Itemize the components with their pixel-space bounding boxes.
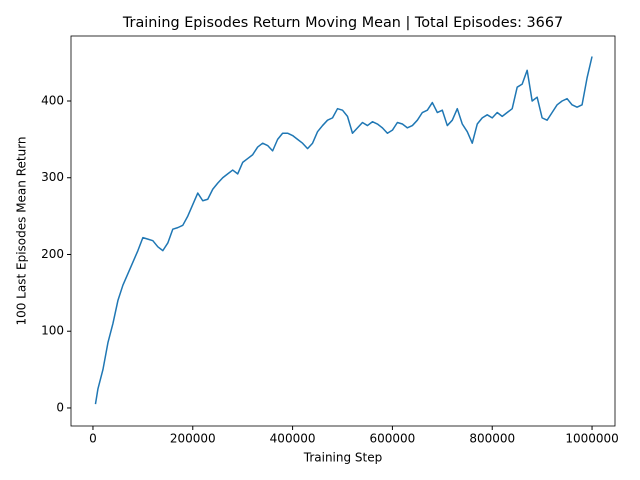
- y-axis-label: 100 Last Episodes Mean Return: [15, 136, 29, 325]
- axes-frame: [70, 35, 616, 427]
- y-tick-label: 200: [41, 247, 64, 261]
- x-tick-label: 200000: [170, 432, 216, 446]
- x-tick-label: 400000: [270, 432, 316, 446]
- x-tick-label: 600000: [370, 432, 416, 446]
- y-tick-label: 400: [41, 94, 64, 108]
- y-tick-label: 0: [56, 400, 64, 414]
- x-tick-label: 1000000: [565, 432, 618, 446]
- line: [94, 56, 593, 405]
- x-tick-label: 800000: [469, 432, 515, 446]
- x-tick-label: 0: [89, 432, 97, 446]
- x-axis-label: Training Step: [303, 451, 383, 465]
- y-tick-label: 100: [41, 324, 64, 338]
- chart-title: Training Episodes Return Moving Mean | T…: [122, 15, 563, 31]
- y-tick-label: 300: [41, 170, 64, 184]
